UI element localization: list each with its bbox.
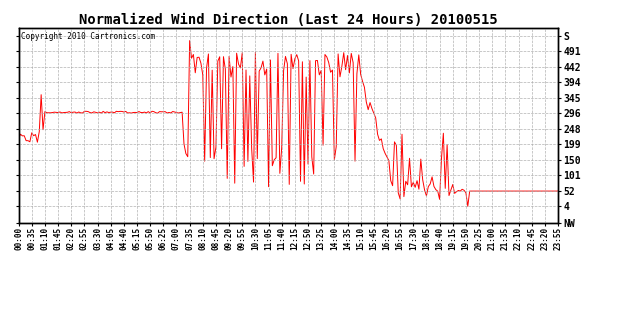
- Text: Copyright 2010 Cartronics.com: Copyright 2010 Cartronics.com: [21, 32, 156, 41]
- Title: Normalized Wind Direction (Last 24 Hours) 20100515: Normalized Wind Direction (Last 24 Hours…: [79, 13, 498, 27]
